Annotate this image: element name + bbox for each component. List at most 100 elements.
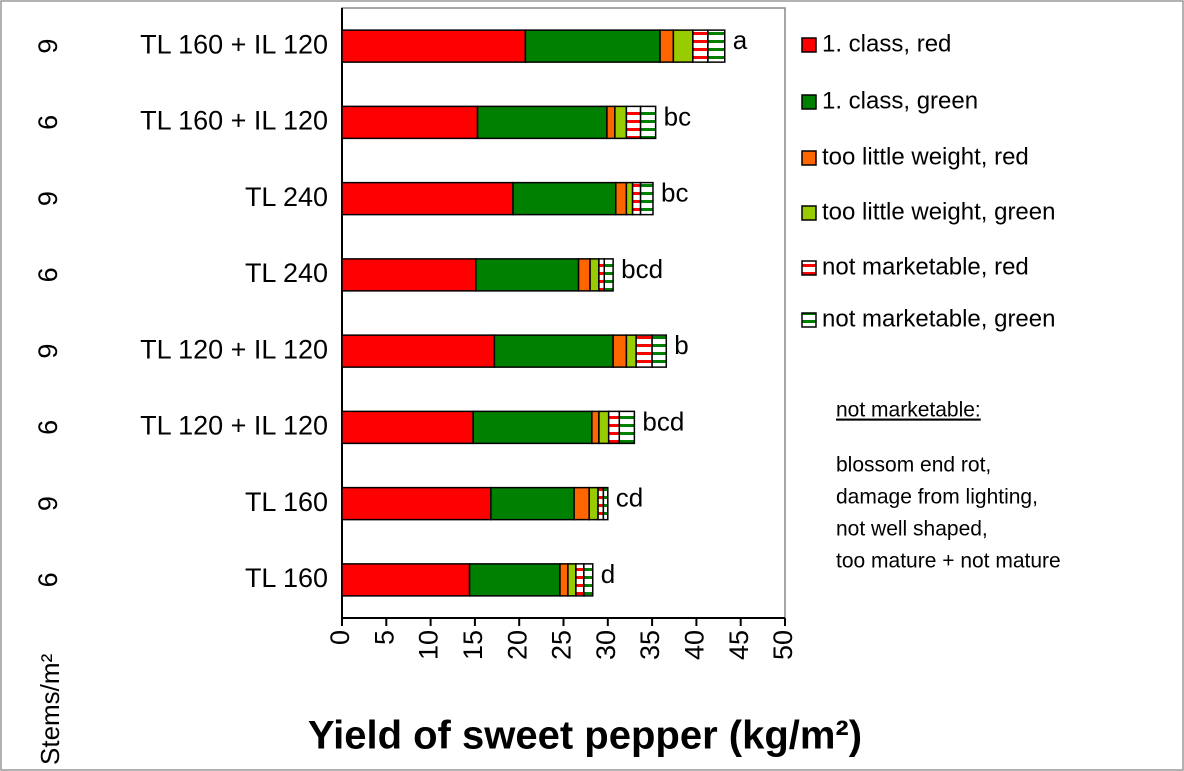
stems-axis-title: Stems/m² <box>35 653 65 765</box>
note-line: blossom end rot, <box>836 454 991 477</box>
bar-segment <box>341 29 527 63</box>
bar-segment <box>341 563 471 597</box>
bar-segment <box>476 105 608 140</box>
bar-segment <box>341 181 514 216</box>
bar-segment <box>707 29 726 63</box>
significance-label: cd <box>616 483 643 513</box>
x-axis-title: Yield of sweet pepper (kg/m²) <box>308 714 862 758</box>
x-tick-label: 45 <box>724 630 754 660</box>
bar-segment <box>615 181 628 216</box>
significance-label: bc <box>664 101 691 131</box>
bar-segment <box>493 334 614 368</box>
bar-segment <box>651 334 668 368</box>
significance-label: a <box>733 25 748 55</box>
x-tick-label: 15 <box>458 630 488 660</box>
bar-segment <box>618 410 636 445</box>
bar-segment <box>672 29 694 63</box>
stems-label: 9 <box>33 496 63 511</box>
x-tick-label: 5 <box>369 630 399 645</box>
stems-label: 9 <box>33 344 63 359</box>
note-title: not marketable: <box>836 399 981 422</box>
bar-segment <box>567 563 577 597</box>
x-tick-label: 20 <box>502 630 532 660</box>
bar-segment <box>612 334 628 368</box>
x-tick-label: 40 <box>680 630 710 660</box>
bar-segment <box>341 486 492 521</box>
legend-label: 1. class, green <box>822 87 978 114</box>
legend-swatch <box>801 260 817 276</box>
legend-swatch <box>801 94 817 110</box>
bar-segment <box>475 258 580 292</box>
significance-label: bcd <box>642 406 684 436</box>
category-label: TL 240 <box>245 258 328 288</box>
significance-label: bc <box>661 178 688 208</box>
legend-label: not marketable, green <box>822 305 1055 332</box>
bar-segment <box>598 258 606 292</box>
significance-label: d <box>601 559 615 589</box>
category-label: TL 160 <box>245 563 328 593</box>
stems-label: 9 <box>33 191 63 206</box>
x-tick-label: 25 <box>547 630 577 660</box>
bar-segment <box>639 181 654 216</box>
x-tick-label: 50 <box>768 630 798 660</box>
bar-segment <box>589 258 600 292</box>
bar-segment <box>598 410 610 445</box>
bar-segment <box>597 486 605 521</box>
bar-segment <box>575 563 585 597</box>
category-label: TL 120 + IL 120 <box>140 334 328 364</box>
legend-swatch <box>801 312 817 328</box>
bar-segment <box>559 563 569 597</box>
bar-segment <box>606 105 616 140</box>
note-line: too mature + not mature <box>836 550 1061 573</box>
x-tick-label: 10 <box>414 630 444 660</box>
legend-swatch <box>801 150 817 166</box>
stems-label: 6 <box>33 420 63 435</box>
bar-segment <box>603 258 614 292</box>
stems-label: 6 <box>33 115 63 130</box>
x-tick-label: 0 <box>325 630 355 645</box>
bar-segment <box>573 486 590 521</box>
bar-segment <box>602 486 609 521</box>
bar-segment <box>639 105 657 140</box>
category-label: TL 240 <box>245 182 328 212</box>
legend-label: not marketable, red <box>822 253 1029 280</box>
note-line: not well shaped, <box>836 518 988 541</box>
bar-segment <box>591 410 600 445</box>
stems-label: 9 <box>33 39 63 54</box>
significance-label: b <box>674 330 688 360</box>
bar-segment <box>588 486 599 521</box>
stems-label: 6 <box>33 267 63 282</box>
legend-swatch <box>801 205 817 221</box>
bar-segment <box>512 181 617 216</box>
legend-label: 1. class, red <box>822 30 951 57</box>
legend-label: too little weight, green <box>822 198 1055 225</box>
bar-segment <box>341 105 479 140</box>
x-tick-label: 30 <box>591 630 621 660</box>
bar-segment <box>692 29 709 63</box>
category-label: TL 120 + IL 120 <box>140 411 328 441</box>
x-tick-label: 35 <box>635 630 665 660</box>
bar-segment <box>341 258 477 292</box>
bar-segment <box>625 334 637 368</box>
bar-segment <box>583 563 594 597</box>
bar-segment <box>625 181 634 216</box>
legend-label: too little weight, red <box>822 143 1029 170</box>
significance-label: bcd <box>621 254 663 284</box>
category-label: TL 160 <box>245 487 328 517</box>
category-label: TL 160 + IL 120 <box>140 29 328 59</box>
bar-segment <box>614 105 628 140</box>
category-label: TL 160 + IL 120 <box>140 106 328 136</box>
bar-segment <box>625 105 642 140</box>
bar-segment <box>472 410 593 445</box>
note-line: damage from lighting, <box>836 486 1038 509</box>
bar-segment <box>659 29 675 63</box>
bar-segment <box>631 181 642 216</box>
bar-segment <box>490 486 575 521</box>
bar-segment <box>524 29 661 63</box>
bar-segment <box>607 410 621 445</box>
bar-segment <box>468 563 561 597</box>
legend-swatch <box>801 37 817 53</box>
stems-label: 6 <box>33 572 63 587</box>
bar-segment <box>635 334 653 368</box>
